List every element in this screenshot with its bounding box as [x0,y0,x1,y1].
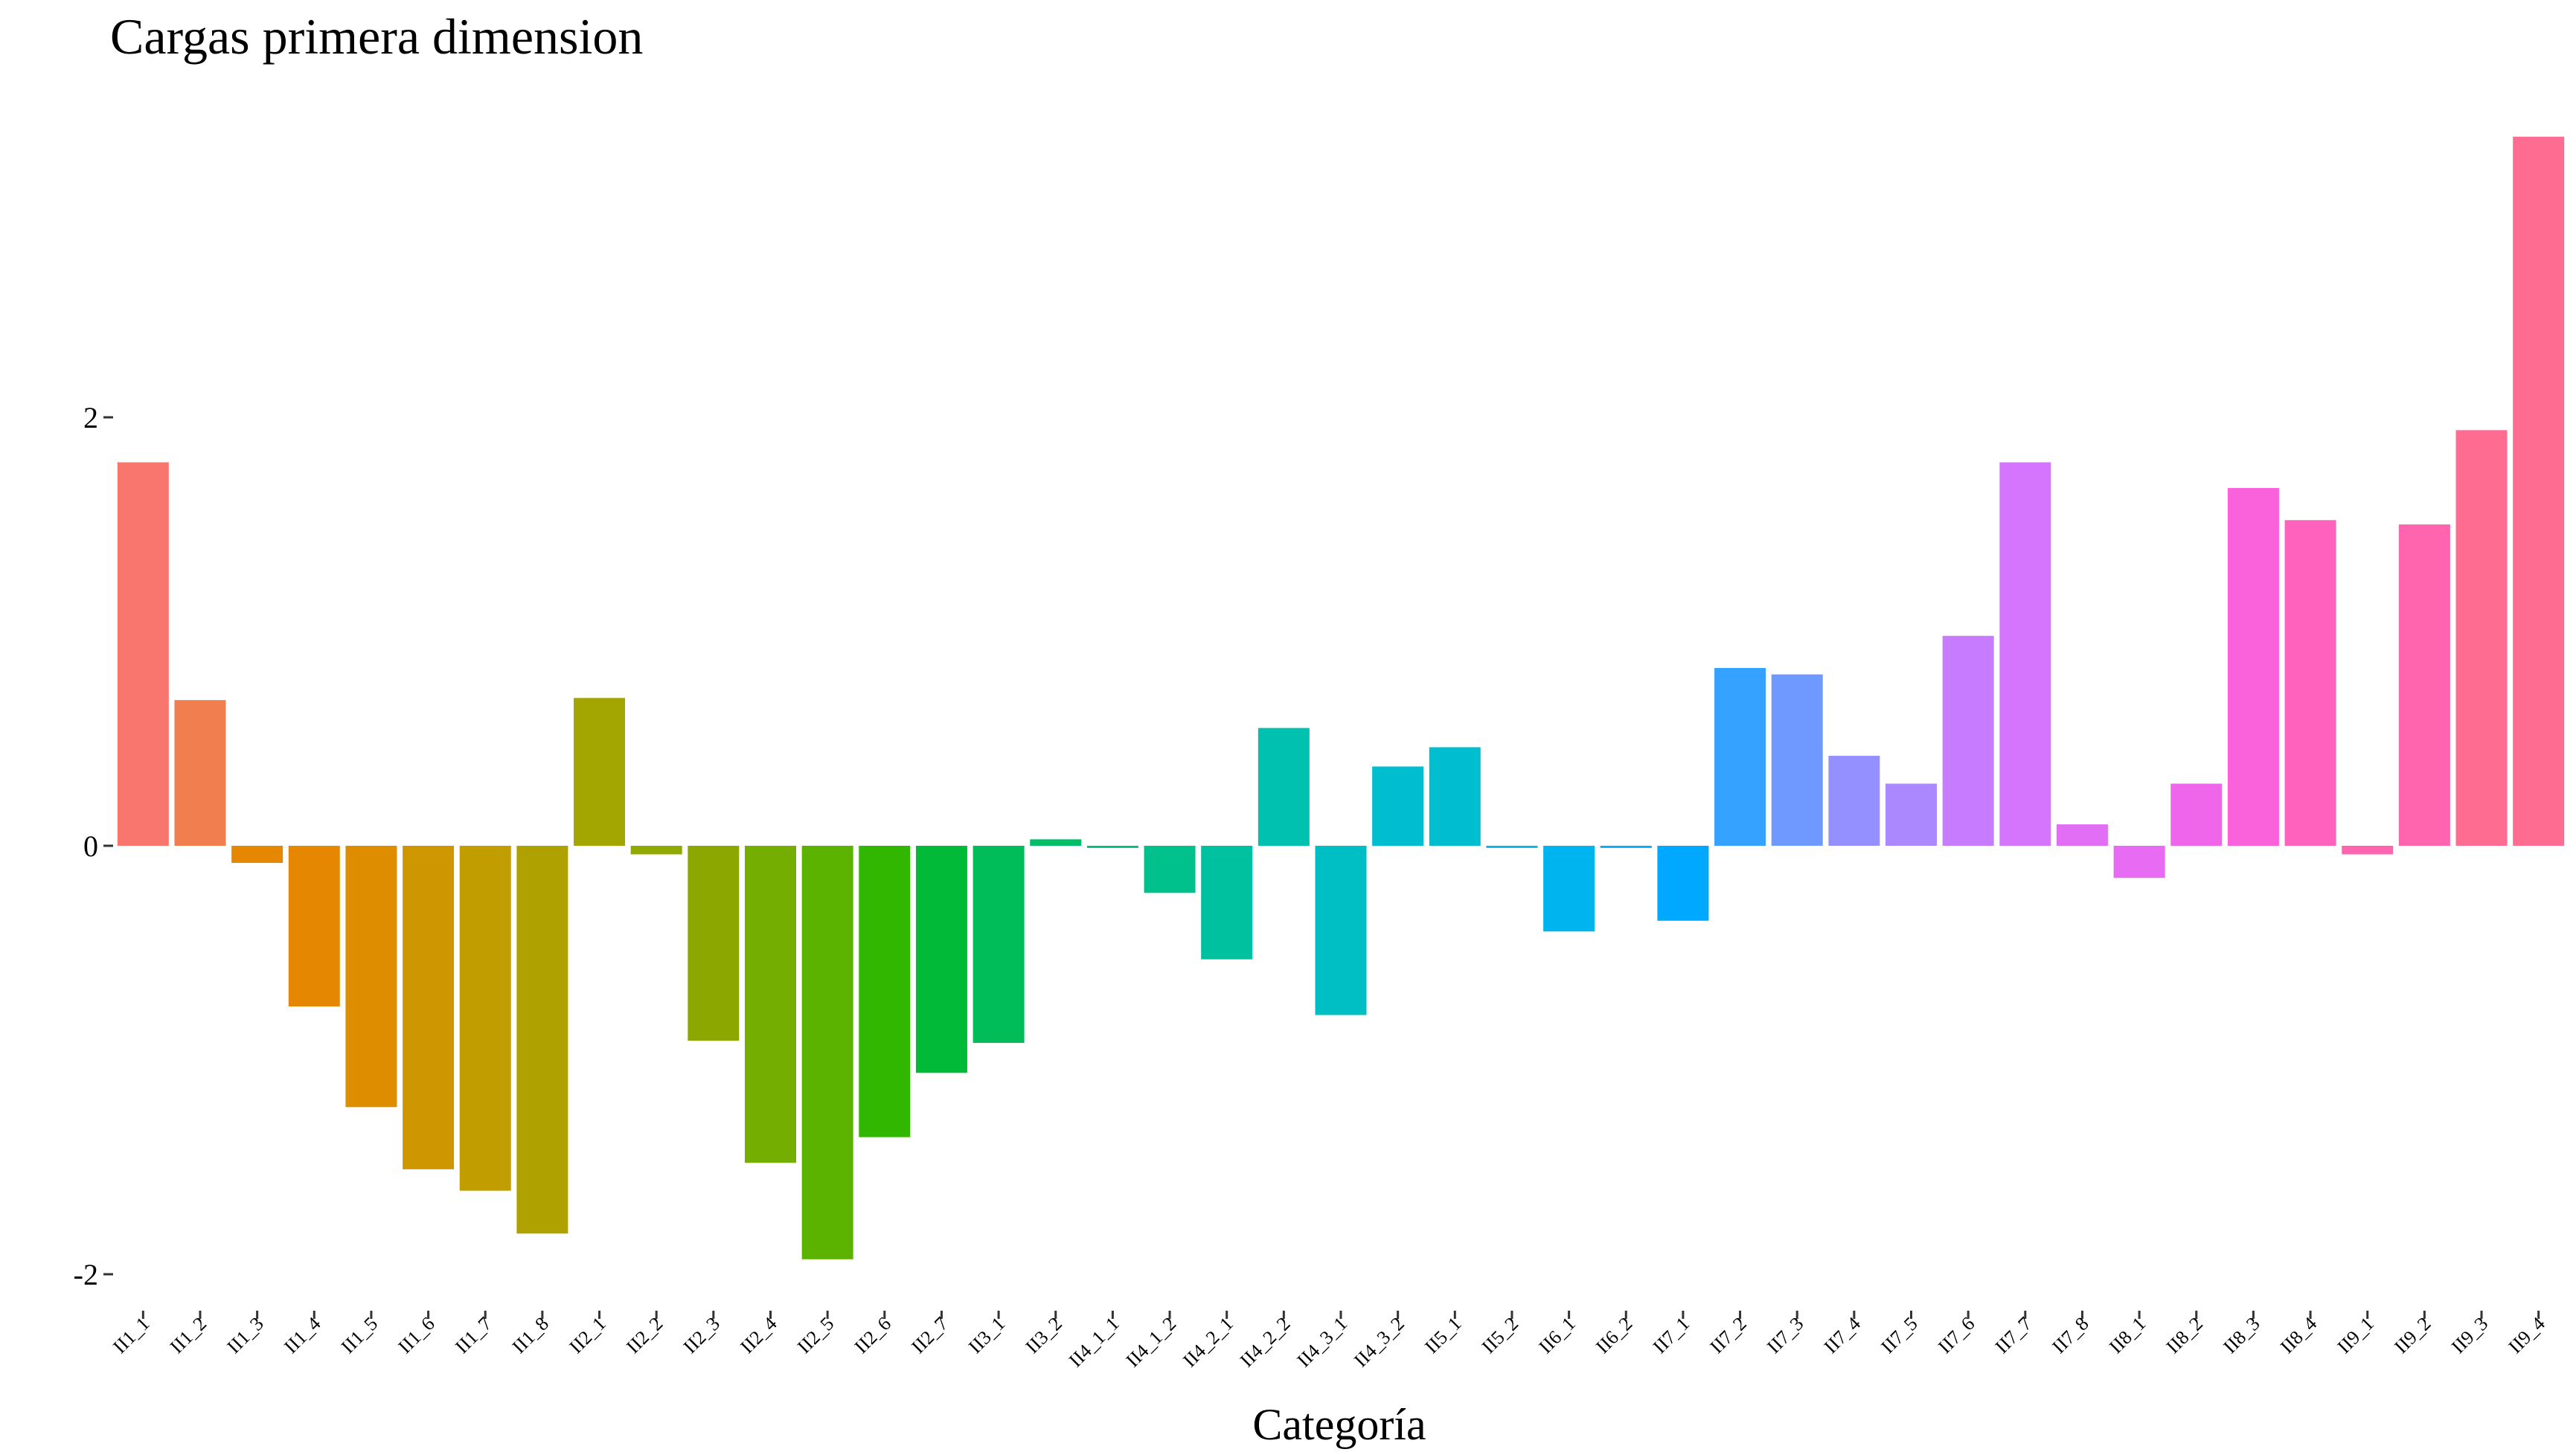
x-tick-label: II2_2 [622,1313,667,1358]
x-tick-label: II1_1 [109,1313,153,1358]
x-tick-label: II2_7 [907,1313,952,1358]
bar-ii7-5 [1885,783,1938,846]
x-tick-label: II9_3 [2447,1313,2492,1358]
bar-ii7-8 [2056,824,2108,846]
bar-ii7-3 [1771,674,1823,846]
x-tick-label: II9_2 [2390,1313,2435,1358]
bar-ii1-2 [174,700,226,846]
x-tick-label: II1_2 [166,1313,211,1358]
x-tick-label: II8_1 [2105,1313,2150,1358]
bar-ii1-1 [117,462,169,846]
x-tick-label: II3_2 [1022,1313,1066,1358]
x-tick-label: II4_2_1 [1179,1313,1237,1372]
bar-ii7-6 [1942,635,1994,846]
x-tick-label: II1_5 [337,1313,382,1358]
bar-ii1-3 [231,846,283,864]
x-tick-label: II7_8 [2048,1313,2092,1358]
bar-ii1-5 [345,846,397,1108]
x-tick-label: II8_2 [2162,1313,2207,1358]
bar-ii2-3 [688,846,740,1041]
bar-ii4-2-1 [1201,846,1253,960]
x-tick-label: II6_2 [1592,1313,1636,1358]
bar-ii4-1-1 [1086,846,1138,848]
bar-ii3-2 [1030,839,1082,846]
bar-ii2-7 [915,846,967,1073]
bar-ii9-2 [2398,524,2450,846]
x-tick-label: II4_1_2 [1122,1313,1181,1372]
x-tick-label: II8_4 [2276,1313,2321,1358]
x-tick-label: II1_4 [280,1313,324,1358]
x-tick-label: II2_3 [679,1313,724,1358]
bar-ii4-2-2 [1257,728,1310,846]
x-tick-label: II3_1 [964,1313,1009,1358]
y-tick-label: 2 [83,401,98,434]
x-axis: II1_1 II1_2 II1_3 II1_4 II1_5 II1_6 II1_7 II1_8… [109,1311,2549,1371]
x-tick-label: II4_1_1 [1065,1313,1124,1372]
x-tick-label: II7_5 [1877,1313,1921,1358]
bar-ii9-3 [2455,430,2508,846]
x-tick-label: II2_1 [565,1313,609,1358]
x-tick-label: II7_4 [1820,1313,1865,1358]
bar-ii4-3-1 [1315,846,1367,1015]
bar-ii5-1 [1429,747,1481,846]
x-tick-label: II2_5 [793,1313,838,1358]
bar-ii1-7 [459,846,511,1191]
bar-ii7-2 [1714,667,1766,846]
bar-ii2-5 [801,846,853,1259]
bar-ii2-4 [745,846,796,1163]
bars [117,136,2565,1259]
bar-ii9-1 [2342,846,2394,855]
chart-title: Cargas primera dimension [110,8,643,65]
bar-ii3-1 [973,846,1025,1043]
x-tick-label: II2_6 [850,1313,895,1358]
bar-ii7-1 [1657,846,1709,921]
bar-ii5-2 [1486,846,1538,848]
bar-ii1-6 [403,846,455,1169]
x-tick-label: II1_3 [223,1313,268,1358]
x-tick-label: II7_7 [1991,1313,2036,1358]
x-tick-label: II7_3 [1763,1313,1807,1358]
x-tick-label: II9_4 [2505,1313,2549,1358]
bar-ii9-4 [2513,136,2565,847]
x-tick-label: II1_8 [508,1313,553,1358]
bar-ii8-4 [2284,520,2336,846]
x-tick-label: II1_7 [451,1313,496,1358]
y-tick-label: 0 [83,829,98,863]
x-tick-label: II5_2 [1478,1313,1522,1358]
x-axis-label: Categoría [1252,1400,1426,1449]
x-tick-label: II8_3 [2219,1313,2263,1358]
x-tick-label: II5_1 [1420,1313,1465,1358]
bar-ii7-4 [1828,756,1880,846]
y-axis: -2 0 2 [74,401,113,1291]
bar-ii8-1 [2113,846,2165,879]
x-tick-label: II4_3_2 [1350,1313,1409,1372]
bar-ii6-1 [1543,846,1595,932]
bar-ii8-2 [2170,783,2223,846]
bar-ii1-8 [516,846,568,1234]
bar-ii7-7 [1999,462,2051,846]
bar-ii8-3 [2227,488,2279,846]
x-tick-label: II7_1 [1649,1313,1694,1358]
bar-ii2-1 [574,698,626,846]
bar-ii4-3-2 [1372,766,1424,846]
y-tick-label: -2 [74,1258,98,1291]
x-tick-label: II2_4 [736,1313,781,1358]
bar-ii1-4 [288,846,340,1006]
bar-ii6-2 [1600,846,1652,848]
bar-ii4-1-2 [1144,846,1196,893]
x-tick-label: II1_6 [394,1313,438,1358]
x-tick-label: II4_2_2 [1236,1313,1295,1372]
bar-ii2-2 [630,846,682,855]
x-tick-label: II4_3_1 [1293,1313,1352,1372]
x-tick-label: II6_1 [1535,1313,1580,1358]
x-tick-label: II9_1 [2333,1313,2378,1358]
x-tick-label: II7_6 [1934,1313,1979,1358]
bar-ii2-6 [859,846,911,1137]
x-tick-label: II7_2 [1705,1313,1750,1358]
